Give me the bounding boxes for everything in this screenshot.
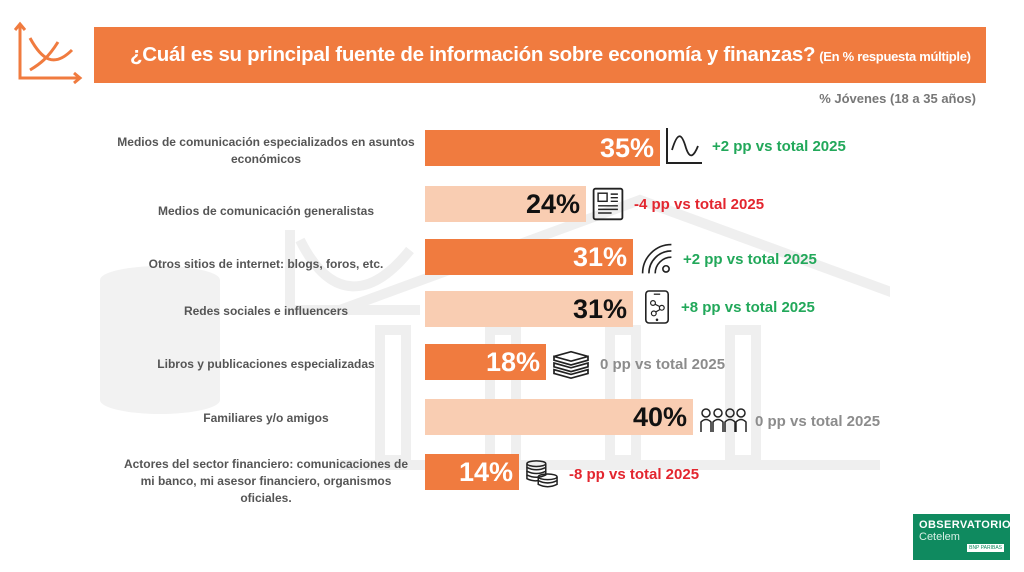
category-label: Medios de comunicación especializados en… xyxy=(117,135,415,166)
delta-label: +2 pp vs total 2025 xyxy=(683,251,817,268)
population-subtitle: % Jóvenes (18 a 35 años) xyxy=(819,91,976,106)
title-note: (En % respuesta múltiple) xyxy=(819,49,971,64)
bar xyxy=(425,186,586,222)
title-main: ¿Cuál es su principal fuente de informac… xyxy=(130,43,816,66)
bar-value-label: 14% xyxy=(458,457,513,487)
delta-label: +2 pp vs total 2025 xyxy=(712,138,846,155)
bar xyxy=(425,130,660,166)
watermark-bank-icon xyxy=(100,194,890,470)
parent-brand: BNP PARIBAS xyxy=(967,544,1004,552)
smartphone-network-icon xyxy=(645,290,669,324)
bar-value-label: 18% xyxy=(485,347,540,377)
newspaper-icon xyxy=(592,187,624,221)
bar-value-label: 35% xyxy=(599,133,654,163)
delta-label: 0 pp vs total 2025 xyxy=(600,356,726,373)
bar-value-label: 31% xyxy=(572,294,627,324)
category-label: Medios de comunicación generalistas xyxy=(157,204,375,218)
bar xyxy=(425,291,633,327)
category-label: Libros y publicaciones especializadas xyxy=(157,357,375,371)
page-title: ¿Cuál es su principal fuente de informac… xyxy=(130,43,971,67)
wave-chart-icon xyxy=(666,128,702,164)
bar xyxy=(425,239,633,275)
observatorio-cetelem-logo: OBSERVATORIO Cetelem BNP PARIBAS xyxy=(913,514,1011,560)
bar-value-label: 40% xyxy=(632,402,687,432)
bar xyxy=(425,344,546,380)
books-icon xyxy=(553,350,589,380)
brand-sub: Cetelem xyxy=(919,531,960,543)
delta-label: -8 pp vs total 2025 xyxy=(569,466,700,483)
bar xyxy=(425,454,519,490)
people-group-icon xyxy=(700,408,747,432)
bar-value-label: 31% xyxy=(572,242,627,272)
title-banner: ¿Cuál es su principal fuente de informac… xyxy=(94,27,986,83)
bar-value-label: 24% xyxy=(525,189,580,219)
delta-label: +8 pp vs total 2025 xyxy=(681,299,815,316)
category-label: Otros sitios de internet: blogs, foros, … xyxy=(148,257,384,271)
delta-label: -4 pp vs total 2025 xyxy=(634,196,765,213)
coins-stack-icon xyxy=(526,460,558,488)
brand-name: OBSERVATORIO xyxy=(919,519,1011,531)
category-label: Familiares y/o amigos xyxy=(203,411,329,425)
bar xyxy=(425,399,693,435)
delta-label: 0 pp vs total 2025 xyxy=(755,413,881,430)
observatorio-logo-icon xyxy=(14,21,83,85)
wifi-icon xyxy=(641,243,672,274)
category-label: Actores del sector financiero: comunicac… xyxy=(123,457,409,505)
category-label: Redes sociales e influencers xyxy=(183,304,349,318)
